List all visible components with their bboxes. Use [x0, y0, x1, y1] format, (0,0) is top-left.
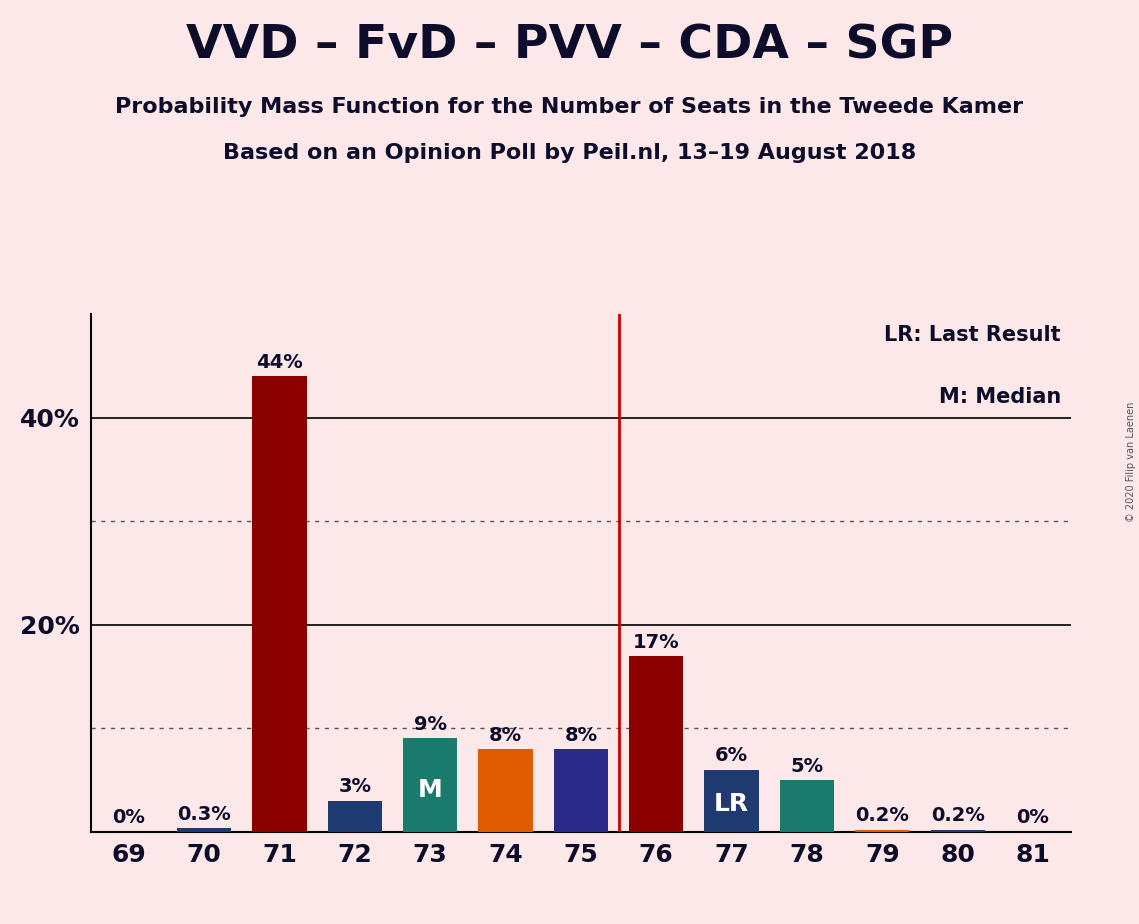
Text: 0%: 0% — [113, 808, 146, 828]
Bar — [478, 748, 533, 832]
Text: 6%: 6% — [715, 747, 748, 765]
Text: 0.3%: 0.3% — [178, 806, 231, 824]
Bar — [931, 830, 985, 832]
Bar — [554, 748, 608, 832]
Bar — [629, 656, 683, 832]
Bar — [704, 770, 759, 832]
Text: 0%: 0% — [1016, 808, 1049, 828]
Bar — [253, 376, 306, 832]
Text: 44%: 44% — [256, 353, 303, 372]
Text: 9%: 9% — [413, 715, 446, 735]
Text: LR: LR — [714, 792, 749, 816]
Text: Based on an Opinion Poll by Peil.nl, 13–19 August 2018: Based on an Opinion Poll by Peil.nl, 13–… — [223, 143, 916, 164]
Bar — [403, 738, 458, 832]
Text: LR: Last Result: LR: Last Result — [884, 324, 1060, 345]
Text: 5%: 5% — [790, 757, 823, 776]
Bar — [855, 830, 909, 832]
Text: 8%: 8% — [489, 725, 522, 745]
Text: VVD – FvD – PVV – CDA – SGP: VVD – FvD – PVV – CDA – SGP — [186, 23, 953, 68]
Bar — [780, 780, 834, 832]
Text: M: M — [418, 778, 443, 802]
Text: 0.2%: 0.2% — [931, 807, 984, 825]
Text: 17%: 17% — [633, 633, 680, 651]
Text: 3%: 3% — [338, 777, 371, 796]
Text: 8%: 8% — [564, 725, 598, 745]
Bar — [328, 800, 382, 832]
Text: Probability Mass Function for the Number of Seats in the Tweede Kamer: Probability Mass Function for the Number… — [115, 97, 1024, 117]
Text: 0.2%: 0.2% — [855, 807, 909, 825]
Bar — [177, 829, 231, 832]
Text: M: Median: M: Median — [939, 386, 1060, 407]
Text: © 2020 Filip van Laenen: © 2020 Filip van Laenen — [1126, 402, 1136, 522]
